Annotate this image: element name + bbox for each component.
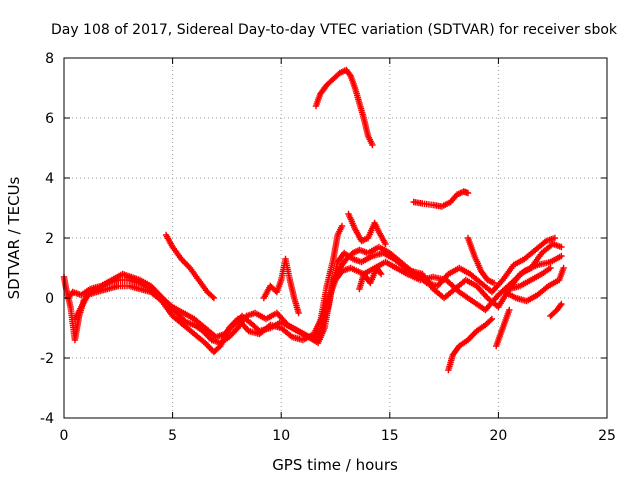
series-trace-p	[547, 300, 565, 320]
series-trace-o	[501, 264, 567, 305]
x-tick-label: 25	[598, 428, 616, 444]
point-markers	[506, 264, 554, 293]
axis-ticks	[63, 57, 608, 419]
x-axis-label: GPS time / hours	[272, 456, 398, 474]
y-axis-label: SDTVAR / TECUs	[5, 176, 23, 299]
point-markers	[345, 210, 389, 248]
plot-frame	[63, 57, 608, 419]
point-markers	[410, 188, 472, 210]
point-markers	[464, 234, 498, 287]
point-markers	[71, 252, 565, 356]
chart-title: Day 108 of 2017, Sidereal Day-to-day VTE…	[51, 22, 618, 38]
point-markers	[356, 264, 385, 293]
series-trace-h	[345, 210, 389, 248]
y-tick-labels: -4 -2 0 2 4 6 8	[40, 51, 54, 427]
x-tick-label: 15	[381, 428, 399, 444]
y-tick-label: -4	[40, 411, 54, 427]
series-trace-k	[445, 315, 496, 374]
series-trace-i	[356, 264, 385, 293]
point-markers	[547, 300, 565, 320]
point-markers	[260, 255, 302, 317]
series-trace-c	[71, 252, 565, 356]
series-trace-d	[162, 231, 218, 302]
point-markers	[162, 231, 218, 302]
series-trace-n	[506, 264, 554, 293]
series-trace-f	[312, 66, 376, 149]
series-trace-e	[260, 255, 302, 317]
y-tick-label: 0	[45, 291, 54, 307]
y-tick-label: 8	[45, 51, 54, 67]
point-markers	[312, 66, 376, 149]
series-trace-m	[464, 234, 498, 287]
point-markers	[501, 264, 567, 305]
point-markers	[493, 306, 513, 350]
x-tick-label: 5	[168, 428, 177, 444]
y-tick-label: 2	[45, 231, 54, 247]
data-points	[60, 66, 567, 374]
point-markers	[317, 222, 346, 326]
y-tick-label: 6	[45, 111, 54, 127]
x-tick-label: 10	[272, 428, 290, 444]
y-tick-label: -2	[40, 351, 54, 367]
series-trace-l	[493, 306, 513, 350]
x-tick-label: 0	[60, 428, 69, 444]
grid	[64, 58, 607, 418]
series-trace-j	[410, 188, 472, 210]
y-tick-label: 4	[45, 171, 54, 187]
x-tick-label: 20	[489, 428, 507, 444]
x-tick-labels: 0 5 10 15 20 25	[60, 428, 616, 444]
series-trace-g	[317, 222, 346, 326]
point-markers	[445, 315, 496, 374]
